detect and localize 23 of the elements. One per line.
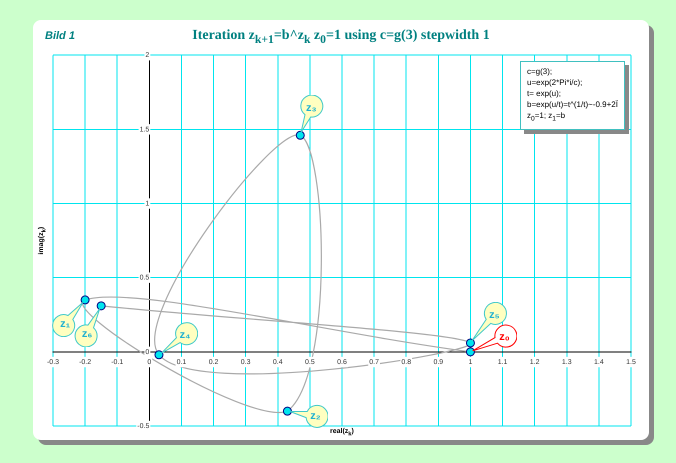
point xyxy=(466,338,475,348)
annotation: b=exp(u/t)=t^(1/t)~-0.9+2Ï xyxy=(527,99,618,110)
chart-title: Iteration z$_{k+1}$=b^z$_{k}$ z$_{0}$=1 using c=g(3) stepwidth 1 xyxy=(192,28,490,46)
annotation: z₃ xyxy=(306,102,317,114)
point xyxy=(154,350,164,360)
annotation: z₄ xyxy=(180,328,190,341)
annotation: t= exp(u); xyxy=(527,88,562,99)
point xyxy=(296,130,305,140)
point xyxy=(80,295,90,304)
annotation: z₆ xyxy=(82,328,92,340)
point xyxy=(466,347,475,356)
speech-bubble: z₃ xyxy=(287,95,324,148)
text: Bild 1 xyxy=(45,30,75,42)
point xyxy=(96,301,106,310)
point xyxy=(282,406,292,416)
annotation: c=g(3); xyxy=(527,66,554,77)
annotation: z₅ xyxy=(489,308,500,321)
annotation: z$_{0}$=1; z$_{1}$=b xyxy=(527,110,566,125)
annotation: z₀ xyxy=(499,330,510,343)
annotation: u=exp(2*Pi*i/c); xyxy=(527,77,584,88)
annotation: z₁ xyxy=(60,318,70,330)
annotation: z₂ xyxy=(310,410,321,422)
speech-bubble: z₆ xyxy=(74,292,114,347)
